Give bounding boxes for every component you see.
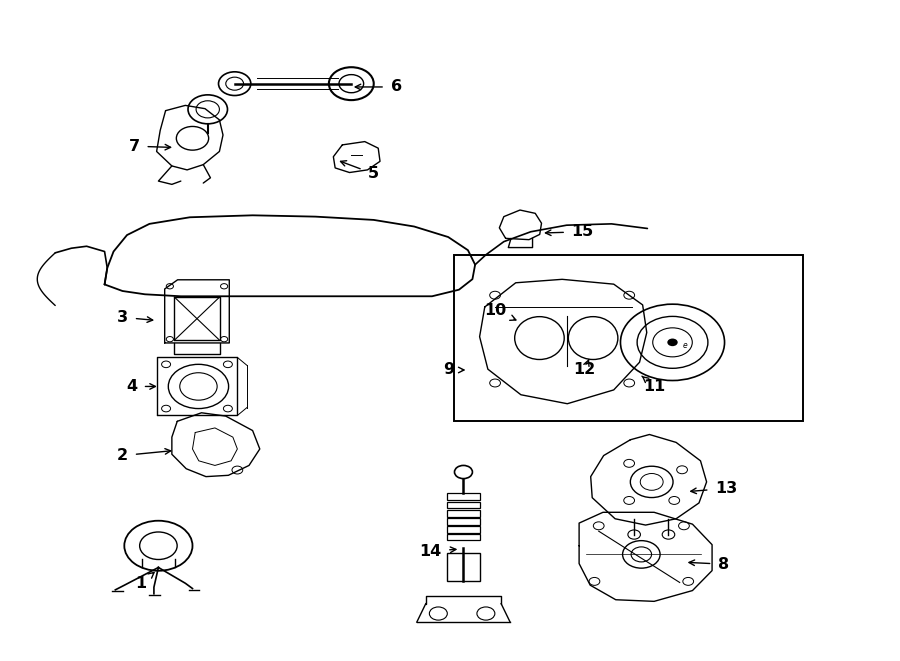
Text: 1: 1 — [135, 572, 154, 592]
Bar — [447, 502, 480, 508]
Text: e: e — [683, 341, 688, 350]
Circle shape — [624, 459, 634, 467]
Text: 6: 6 — [356, 79, 401, 95]
Circle shape — [590, 578, 599, 586]
Circle shape — [490, 292, 500, 299]
Text: 13: 13 — [691, 481, 737, 496]
Circle shape — [593, 522, 604, 529]
Circle shape — [624, 379, 634, 387]
Bar — [447, 526, 480, 533]
Text: 2: 2 — [117, 448, 171, 463]
Text: 5: 5 — [340, 161, 379, 181]
Text: 9: 9 — [443, 362, 464, 377]
Bar — [447, 553, 480, 580]
Text: 11: 11 — [642, 376, 666, 394]
Text: 4: 4 — [126, 379, 156, 394]
Circle shape — [667, 338, 678, 346]
Circle shape — [223, 361, 232, 368]
Circle shape — [490, 379, 500, 387]
Text: 10: 10 — [483, 303, 516, 321]
Circle shape — [669, 496, 680, 504]
Circle shape — [162, 405, 171, 412]
Circle shape — [166, 336, 174, 342]
Circle shape — [677, 466, 688, 474]
Text: 8: 8 — [689, 557, 729, 572]
Circle shape — [624, 292, 634, 299]
Bar — [447, 518, 480, 525]
Circle shape — [220, 284, 228, 289]
Circle shape — [683, 578, 694, 586]
Circle shape — [220, 336, 228, 342]
Bar — [447, 493, 480, 500]
Text: 15: 15 — [545, 224, 594, 239]
Circle shape — [624, 496, 634, 504]
Circle shape — [166, 284, 174, 289]
Text: 14: 14 — [419, 543, 456, 559]
Bar — [454, 255, 803, 421]
Text: 7: 7 — [129, 139, 171, 154]
Bar — [447, 510, 480, 517]
Circle shape — [223, 405, 232, 412]
Circle shape — [679, 522, 689, 529]
Circle shape — [162, 361, 171, 368]
Bar — [447, 534, 480, 541]
Text: 12: 12 — [573, 360, 596, 377]
Text: 3: 3 — [117, 310, 153, 325]
